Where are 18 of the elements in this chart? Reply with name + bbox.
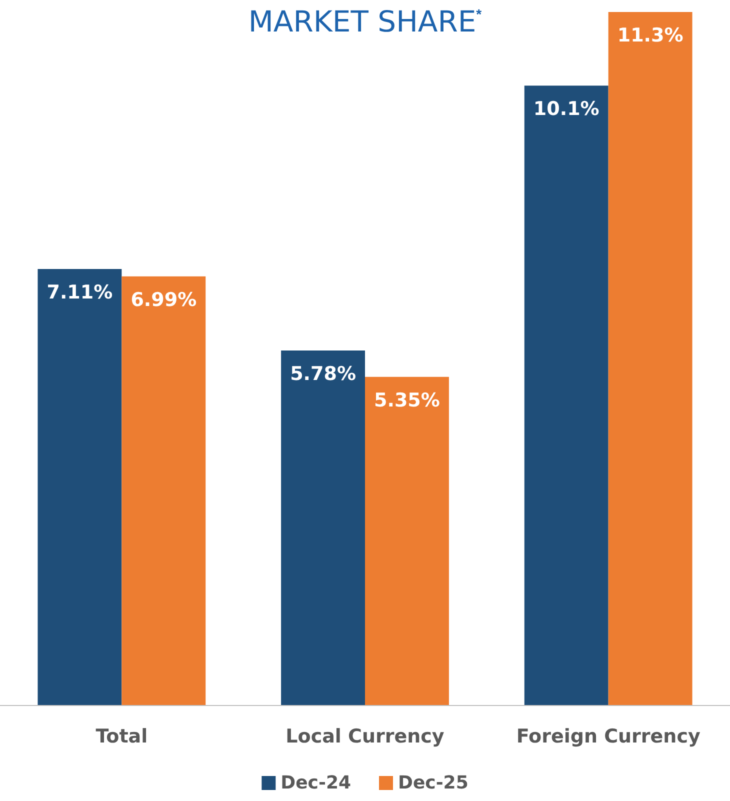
bar [365, 376, 449, 705]
data-label: 7.11% [46, 281, 113, 304]
x-tick-label: Foreign Currency [516, 726, 701, 748]
legend-label: Dec-24 [280, 772, 352, 794]
x-tick-label: Local Currency [286, 726, 445, 748]
bar [281, 350, 365, 705]
bar [122, 276, 206, 705]
data-label: 11.3% [617, 24, 684, 46]
bar [524, 86, 608, 705]
data-label: 5.35% [374, 389, 440, 412]
x-tick-label: Total [96, 726, 148, 748]
data-label: 10.1% [533, 98, 600, 120]
bar [38, 268, 122, 705]
legend-label: Dec-25 [398, 772, 468, 794]
bar [608, 12, 692, 705]
data-label: 5.78% [290, 363, 356, 386]
data-label: 6.99% [130, 288, 197, 311]
chart-title: MARKET SHARE* [248, 4, 482, 38]
